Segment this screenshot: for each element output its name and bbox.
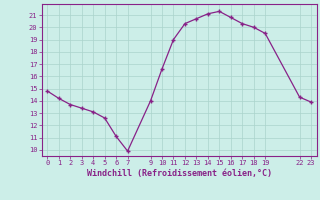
X-axis label: Windchill (Refroidissement éolien,°C): Windchill (Refroidissement éolien,°C) [87,169,272,178]
